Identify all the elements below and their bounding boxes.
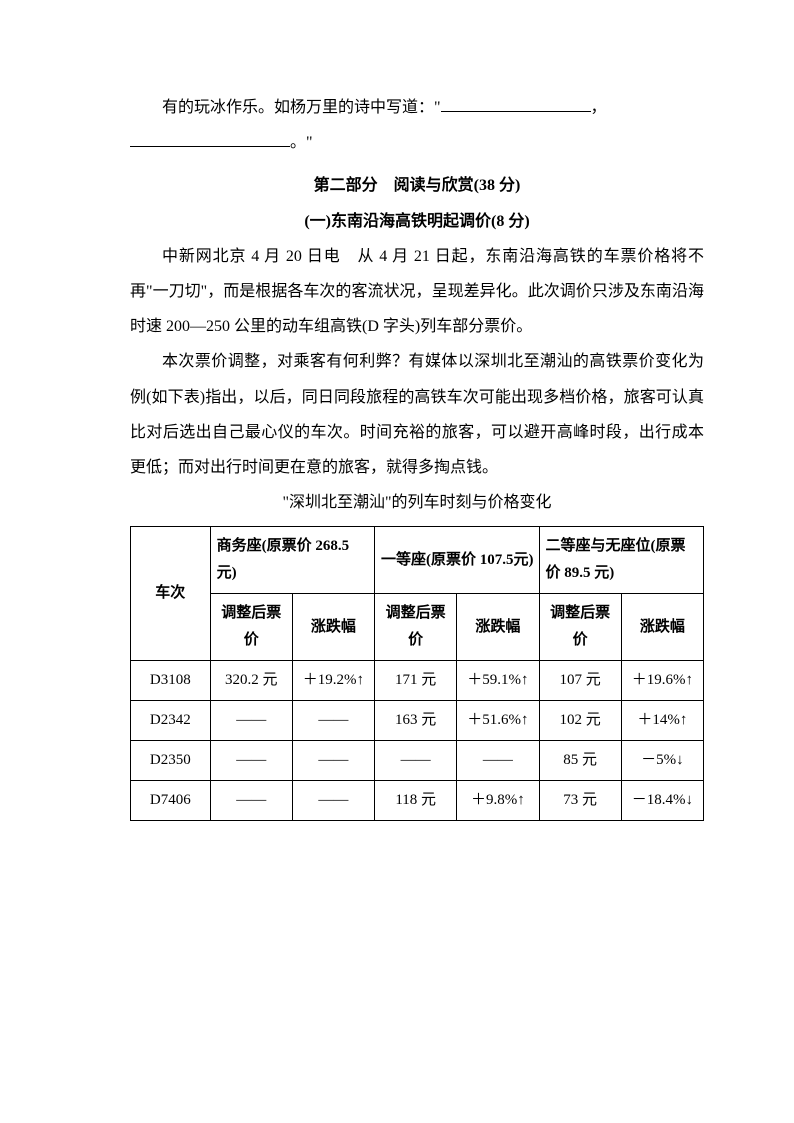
table-row: D3108 320.2 元 ＋19.2%↑ 171 元 ＋59.1%↑ 107 … bbox=[131, 661, 704, 701]
cell-first-price: 171 元 bbox=[375, 661, 457, 701]
cell-first-change: —— bbox=[457, 741, 539, 781]
cell-second-change: －18.4%↓ bbox=[621, 781, 703, 821]
document-page: 有的玩冰作乐。如杨万里的诗中写道："， 。" 第二部分 阅读与欣赏(38 分) … bbox=[0, 0, 794, 1123]
cell-first-change: ＋51.6%↑ bbox=[457, 701, 539, 741]
cell-train: D7406 bbox=[131, 781, 211, 821]
cell-second-price: 73 元 bbox=[539, 781, 621, 821]
cell-second-price: 107 元 bbox=[539, 661, 621, 701]
cell-second-price: 85 元 bbox=[539, 741, 621, 781]
cell-second-change: －5%↓ bbox=[621, 741, 703, 781]
cell-biz-change: ＋19.2%↑ bbox=[292, 661, 374, 701]
paragraph-2: 本次票价调整，对乘客有何利弊？有媒体以深圳北至潮汕的高铁票价变化为例(如下表)指… bbox=[130, 344, 704, 485]
section-subtitle: (一)东南沿海高铁明起调价(8 分) bbox=[130, 204, 704, 239]
cell-train: D2342 bbox=[131, 701, 211, 741]
cell-first-change: ＋59.1%↑ bbox=[457, 661, 539, 701]
cell-train: D2350 bbox=[131, 741, 211, 781]
table-header-row-1: 车次 商务座(原票价 268.5 元) 一等座(原票价 107.5元) 二等座与… bbox=[131, 527, 704, 594]
intro-prefix: 有的玩冰作乐。如杨万里的诗中写道：" bbox=[162, 99, 441, 116]
table-header-row-2: 调整后票价 涨跌幅 调整后票价 涨跌幅 调整后票价 涨跌幅 bbox=[131, 594, 704, 661]
cell-first-price: 118 元 bbox=[375, 781, 457, 821]
cell-biz-change: —— bbox=[292, 701, 374, 741]
th-biz-price: 调整后票价 bbox=[210, 594, 292, 661]
intro-line-2: 。" bbox=[130, 125, 704, 160]
th-biz-change: 涨跌幅 bbox=[292, 594, 374, 661]
th-train: 车次 bbox=[131, 527, 211, 661]
fill-blank-1[interactable] bbox=[441, 93, 591, 112]
th-second-price: 调整后票价 bbox=[539, 594, 621, 661]
cell-first-price: 163 元 bbox=[375, 701, 457, 741]
table-row: D7406 —— —— 118 元 ＋9.8%↑ 73 元 －18.4%↓ bbox=[131, 781, 704, 821]
cell-second-change: ＋14%↑ bbox=[621, 701, 703, 741]
th-second-change: 涨跌幅 bbox=[621, 594, 703, 661]
cell-biz-price: —— bbox=[210, 781, 292, 821]
cell-biz-change: —— bbox=[292, 781, 374, 821]
cell-train: D3108 bbox=[131, 661, 211, 701]
intro-comma: ， bbox=[591, 99, 607, 116]
table-row: D2342 —— —— 163 元 ＋51.6%↑ 102 元 ＋14%↑ bbox=[131, 701, 704, 741]
cell-second-price: 102 元 bbox=[539, 701, 621, 741]
section-title: 第二部分 阅读与欣赏(38 分) bbox=[130, 168, 704, 203]
paragraph-1: 中新网北京 4 月 20 日电 从 4 月 21 日起，东南沿海高铁的车票价格将… bbox=[130, 239, 704, 345]
cell-first-change: ＋9.8%↑ bbox=[457, 781, 539, 821]
table-row: D2350 —— —— —— —— 85 元 －5%↓ bbox=[131, 741, 704, 781]
th-first-price: 调整后票价 bbox=[375, 594, 457, 661]
cell-second-change: ＋19.6%↑ bbox=[621, 661, 703, 701]
intro-end: 。" bbox=[290, 134, 313, 151]
th-second: 二等座与无座位(原票价 89.5 元) bbox=[539, 527, 703, 594]
cell-first-price: —— bbox=[375, 741, 457, 781]
table-body: D3108 320.2 元 ＋19.2%↑ 171 元 ＋59.1%↑ 107 … bbox=[131, 661, 704, 821]
th-business: 商务座(原票价 268.5 元) bbox=[210, 527, 374, 594]
cell-biz-price: 320.2 元 bbox=[210, 661, 292, 701]
fill-blank-2[interactable] bbox=[130, 129, 290, 148]
intro-line-1: 有的玩冰作乐。如杨万里的诗中写道：" ， bbox=[130, 90, 704, 125]
cell-biz-price: —— bbox=[210, 701, 292, 741]
th-first-change: 涨跌幅 bbox=[457, 594, 539, 661]
table-caption: "深圳北至潮汕"的列车时刻与价格变化 bbox=[130, 485, 704, 520]
th-first: 一等座(原票价 107.5元) bbox=[375, 527, 539, 594]
cell-biz-price: —— bbox=[210, 741, 292, 781]
cell-biz-change: —— bbox=[292, 741, 374, 781]
price-table: 车次 商务座(原票价 268.5 元) 一等座(原票价 107.5元) 二等座与… bbox=[130, 526, 704, 821]
